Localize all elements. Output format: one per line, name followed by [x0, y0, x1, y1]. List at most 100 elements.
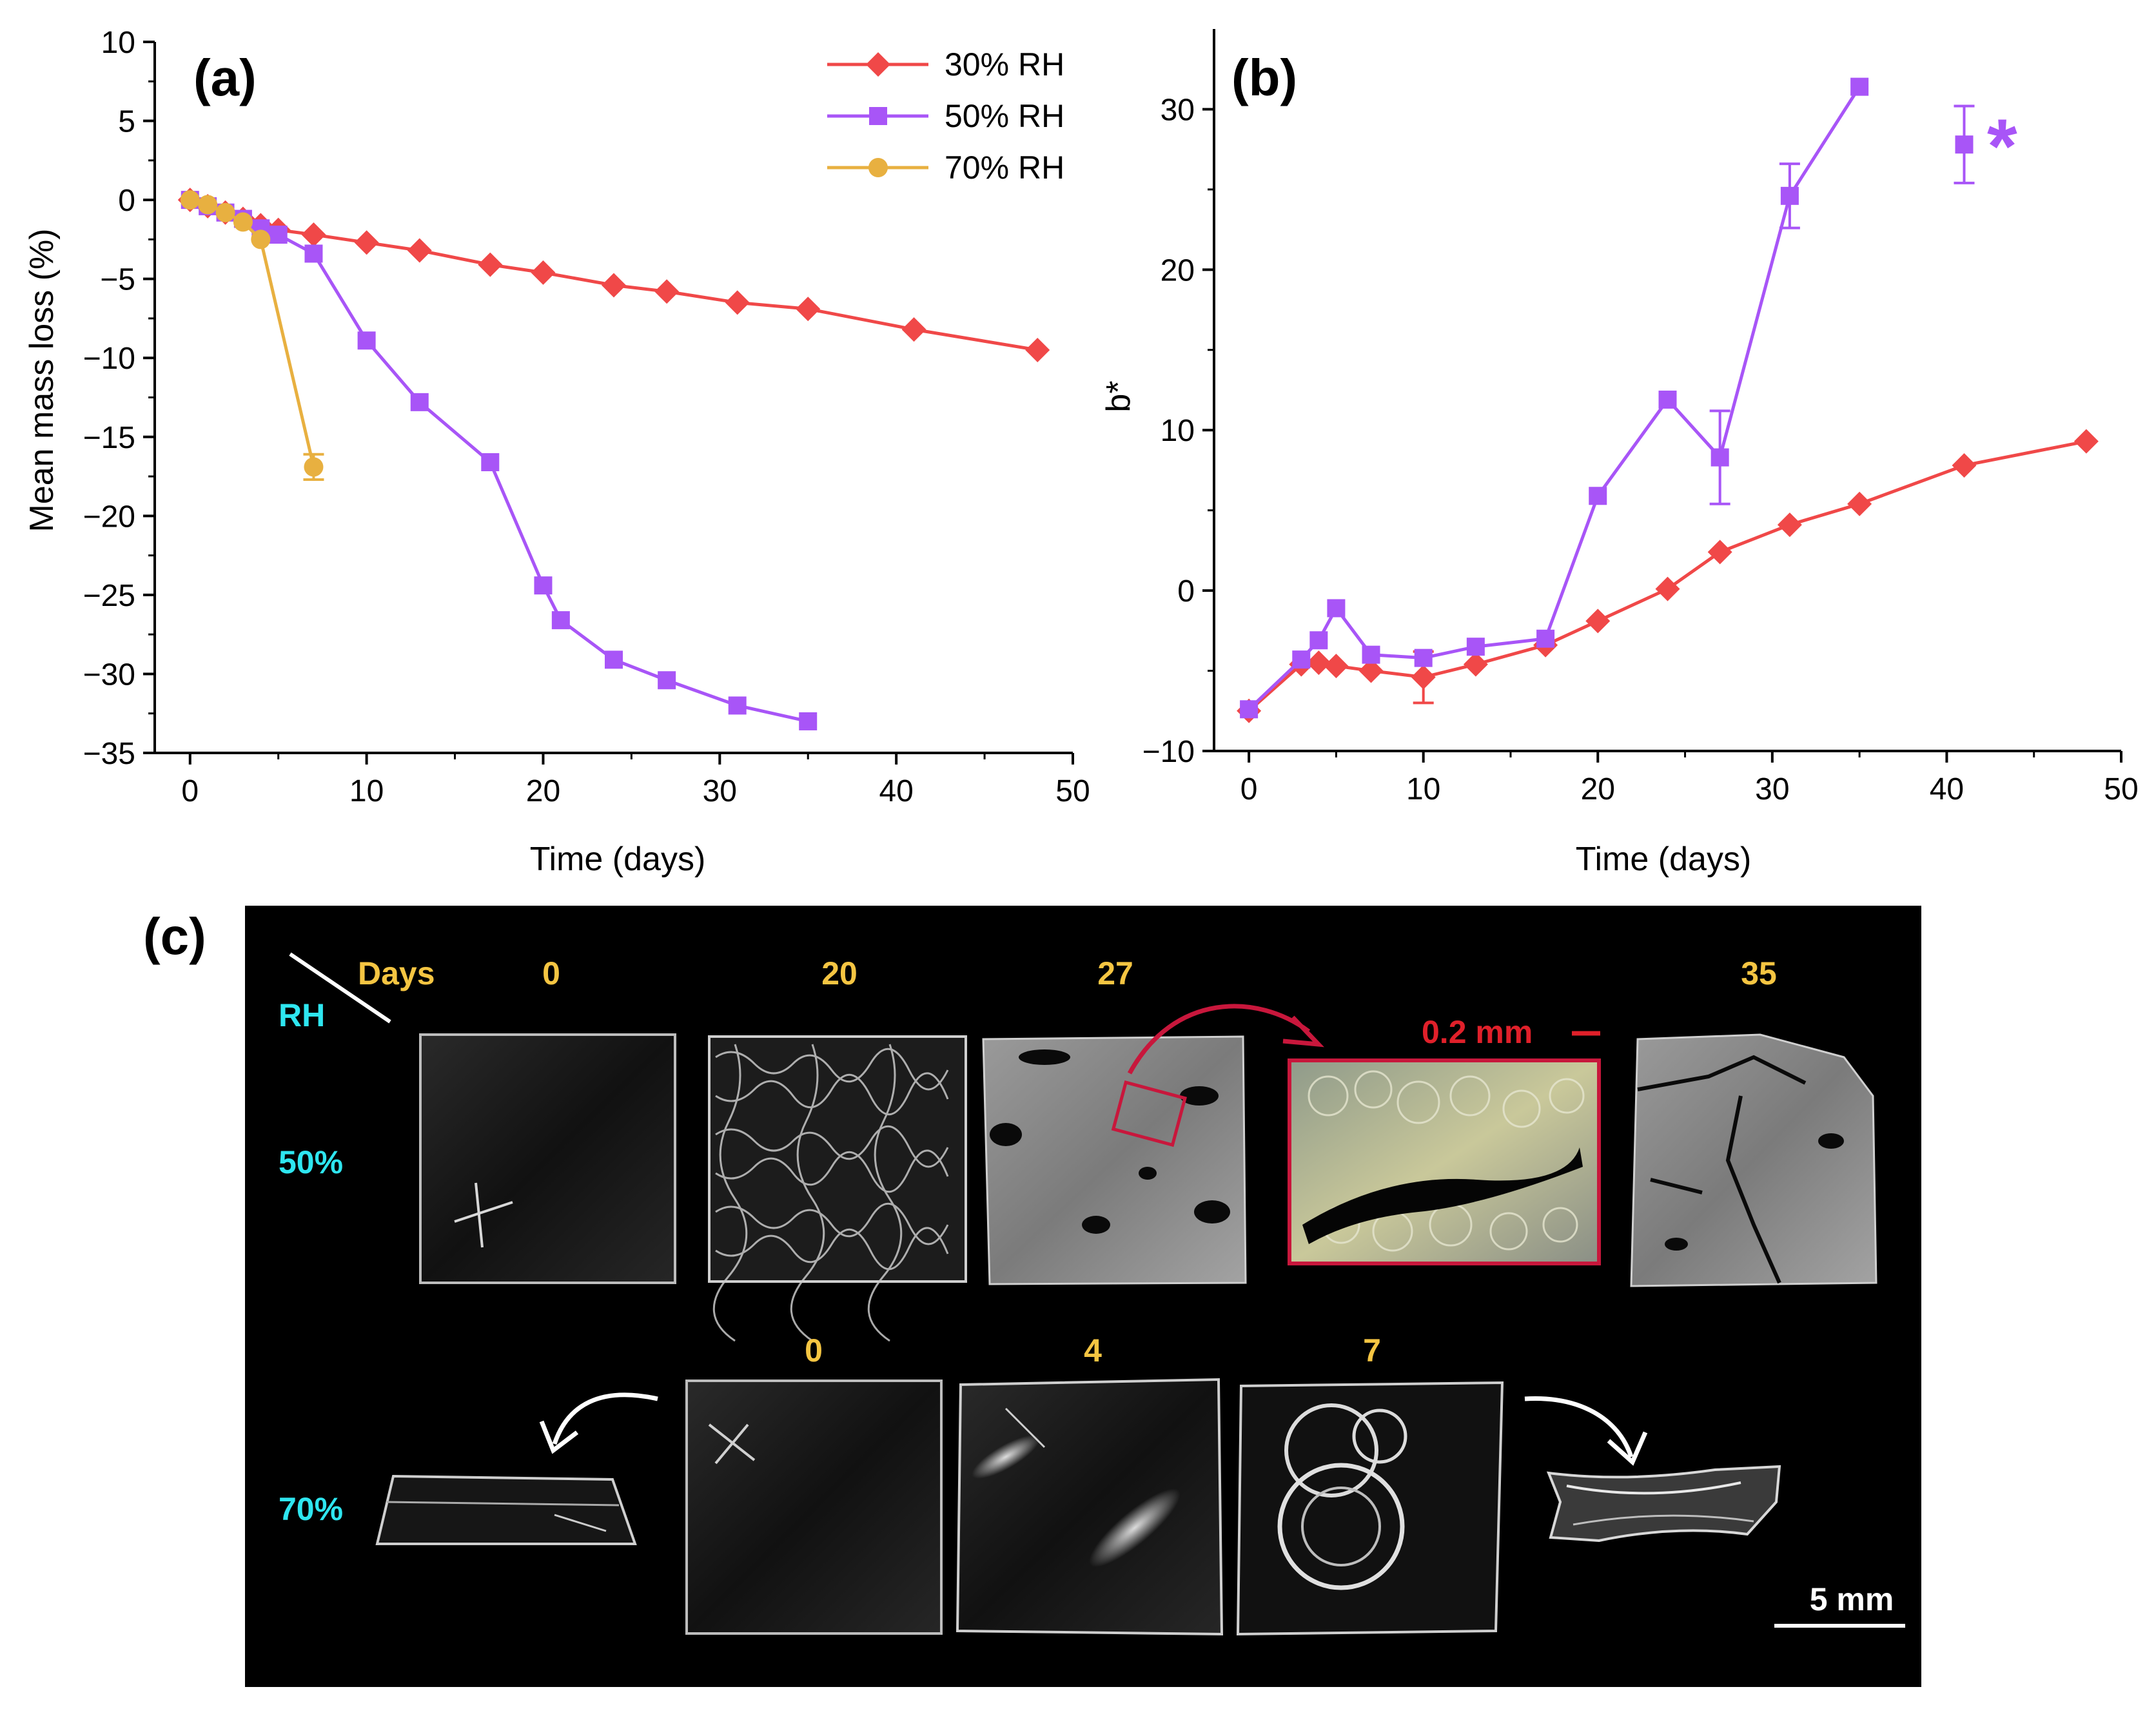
- curl-arrow-right-head: [1607, 1431, 1648, 1466]
- photo-panel-label: (c): [143, 908, 206, 965]
- chart-a-ylabel: Mean mass loss (%): [23, 229, 61, 532]
- zoom-arrow: [1127, 1004, 1311, 1075]
- scale-bar-label: 5 mm: [1810, 1581, 1894, 1617]
- chart-a-data-point: [658, 671, 676, 690]
- chart-a-data-point: [357, 331, 376, 350]
- chart-b-y-tick-label: 0: [1177, 574, 1195, 609]
- chart-a-x-tick-label: 20: [526, 774, 560, 808]
- legend-label: 50% RH: [945, 98, 1064, 134]
- chart-a-data-point: [799, 712, 818, 730]
- chart-a-legend: 30% RH 50% RH 70% RH: [827, 46, 1064, 186]
- chart-a-y-tick-label: −25: [83, 579, 135, 613]
- chart-a-data-point: [531, 260, 556, 285]
- chart-a-data-point: [602, 273, 626, 298]
- chart-b-data-point: [1463, 652, 1488, 677]
- legend-label: 70% RH: [945, 150, 1064, 186]
- corner-days-label: Days: [358, 955, 435, 991]
- chart-b-x-tick-label: 0: [1240, 772, 1258, 806]
- chart-a-y-tick-label: −5: [100, 263, 135, 297]
- chart-b-data-point: [1707, 540, 1732, 565]
- chart-a-x-tick-label: 30: [703, 774, 737, 808]
- chart-b-x-tick-label: 10: [1406, 772, 1440, 806]
- legend-marker: [869, 107, 887, 125]
- sample-70-deformed: [1546, 1465, 1781, 1543]
- row2-rh-label: 70%: [279, 1491, 343, 1527]
- sample-50-day27: [982, 1035, 1247, 1285]
- chart-a-data-point: [304, 244, 323, 263]
- sample-50-day0: [419, 1033, 676, 1284]
- row1-day-0: 0: [542, 955, 560, 991]
- chart-a-y-tick-label: −10: [83, 342, 135, 376]
- chart-a-data-point: [215, 202, 235, 222]
- chart-b-data-point: [1309, 631, 1328, 650]
- chart-a-data-point: [654, 279, 680, 304]
- zoom-arrow-head: [1282, 1015, 1324, 1048]
- chart-b-y-tick-label: 30: [1161, 93, 1195, 127]
- chart-a-y-tick-label: 0: [118, 184, 135, 218]
- chart-a-data-point: [605, 650, 623, 669]
- chart-b-series-0: [1237, 429, 2099, 723]
- chart-b-series-2: [1954, 104, 1975, 184]
- chart-b-data-point: [1955, 135, 1974, 154]
- chart-b-data-point: [1306, 650, 1331, 676]
- chart-a: (a) 0 10 20 30 40 501050−5−10−15−20−25−30−35 …: [23, 26, 1090, 878]
- sample-70-day4: [956, 1378, 1224, 1636]
- chart-a-y-tick-label: −15: [83, 421, 135, 455]
- corner-divider: [289, 952, 391, 1024]
- sample-50-day20: [708, 1035, 967, 1342]
- chart-b-data-point: [1536, 629, 1555, 648]
- legend-marker: [868, 158, 888, 177]
- chart-a-xlabel: Time (days): [530, 841, 706, 878]
- chart-a-data-point: [481, 453, 500, 471]
- chart-b-x-tick-label: 50: [2104, 772, 2138, 806]
- chart-a-data-point: [796, 297, 821, 322]
- chart-a-y-tick-label: 10: [101, 26, 135, 60]
- chart-b-series: [1237, 77, 2099, 723]
- row2-day-0: 0: [805, 1332, 823, 1369]
- chart-a-data-point: [180, 190, 200, 210]
- curl-arrow-left: [552, 1392, 658, 1445]
- chart-a-x-tick-label: 10: [349, 774, 384, 808]
- zoom-scale-label: 0.2 mm: [1422, 1014, 1533, 1050]
- legend-marker: [866, 52, 890, 77]
- chart-b-data-point: [2073, 429, 2099, 454]
- zoom-inset: [1288, 1058, 1601, 1265]
- chart-b-data-point: [1358, 658, 1384, 683]
- chart-a-data-point: [1025, 337, 1050, 362]
- chart-b-data-point: [1777, 512, 1802, 538]
- chart-a-x-tick-label: 0: [181, 774, 199, 808]
- chart-b-data-point: [1850, 77, 1869, 96]
- chart-b-data-point: [1466, 638, 1485, 656]
- chart-a-data-point: [407, 238, 432, 263]
- chart-b-data-point: [1658, 390, 1677, 409]
- chart-b-xlabel: Time (days): [1576, 841, 1752, 878]
- chart-b-panel-label: (b): [1231, 49, 1297, 106]
- chart-a-series-0: [177, 188, 1050, 362]
- row1-day-35: 35: [1741, 955, 1777, 991]
- chart-a-data-point: [478, 252, 503, 277]
- chart-b-data-point: [1585, 609, 1611, 634]
- chart-b-data-point: [1847, 491, 1872, 516]
- chart-b: (b) 0 10 20 30 40 50 30 20 10 0 −10 Time (days) b*…: [1100, 29, 2139, 878]
- chart-a-data-point: [534, 576, 553, 595]
- photo-panel: (c) Days RH 0 20 27 35 50%: [143, 906, 1921, 1687]
- chart-b-data-point: [1589, 487, 1607, 505]
- curl-arrow-right: [1524, 1396, 1634, 1458]
- chart-a-data-point: [233, 212, 253, 232]
- chart-b-annotation: *: [1987, 103, 2017, 190]
- chart-a-data-point: [410, 393, 429, 411]
- chart-a-series-2: [180, 190, 324, 481]
- row1-rh-label: 50%: [279, 1144, 343, 1180]
- chart-a-series-1: [181, 191, 818, 730]
- chart-b-data-point: [1292, 650, 1311, 669]
- chart-b-data-point: [1414, 648, 1433, 667]
- sample-50-day35: [1630, 1033, 1877, 1287]
- chart-a-y-tick-label: −30: [83, 658, 135, 692]
- chart-a-y-tick-label: −35: [83, 737, 135, 771]
- chart-b-data-point: [1710, 448, 1729, 467]
- chart-b-x-tick-label: 20: [1581, 772, 1615, 806]
- chart-b-data-point: [1952, 453, 1977, 478]
- chart-b-data-point: [1780, 186, 1799, 205]
- chart-b-y-tick-label: 20: [1161, 253, 1195, 288]
